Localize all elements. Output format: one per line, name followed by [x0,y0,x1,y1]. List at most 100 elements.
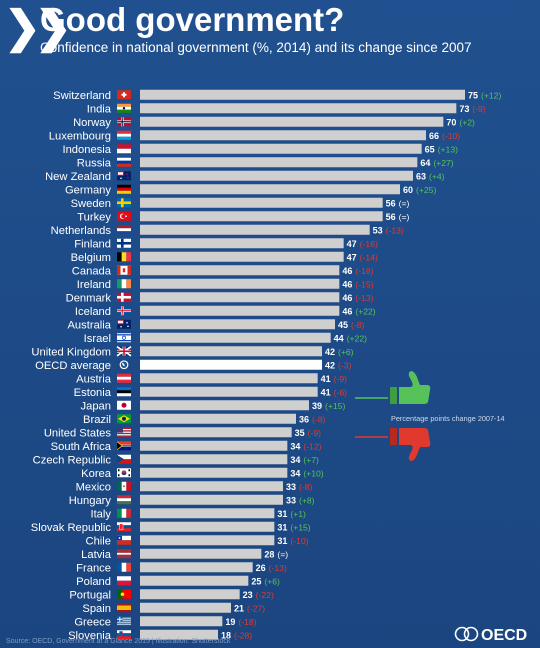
header: ❯❯ Good government? Confidence in nation… [0,0,540,62]
bar [140,278,340,289]
value-label: 47 [347,252,357,262]
bar [140,332,331,343]
category-label: OECD average [35,360,111,372]
bar [140,589,240,600]
value-label: 63 [416,171,426,181]
flag-slovenia-icon [117,630,131,640]
value-label: 19 [225,617,235,627]
chart-row: Czech Republic 34 (+7) [33,454,319,466]
thumbs-down-icon [390,428,431,461]
value-label: 33 [286,495,296,505]
flag-turkey-icon [117,211,131,221]
value-label: 46 [342,279,352,289]
bar [140,103,457,114]
value-label: 44 [334,333,344,343]
value-label: 53 [373,225,383,235]
flag-indonesia-icon [117,144,131,154]
category-label: Italy [90,508,111,520]
bar [140,116,444,127]
bar [140,373,318,384]
category-label: Finland [74,238,111,250]
bar [140,211,383,222]
chart-row: Chile 31 (-10) [86,535,309,547]
change-label: (-16) [355,266,373,276]
value-label: 31 [277,509,287,519]
category-label: Ireland [77,279,111,291]
change-label: (-9) [334,374,348,384]
bar [140,251,344,262]
chart-row: Iceland 46 (+22) [75,305,376,318]
value-label: 42 [325,347,335,357]
change-label: (+15) [290,522,310,532]
bar [140,265,340,276]
bar [140,454,288,465]
flag-chile-icon [117,535,131,545]
bar [140,494,283,505]
change-label: (=) [399,212,410,222]
flag-luxembourg-icon [117,130,131,140]
change-label: (-14) [360,252,378,262]
flag-south-africa-icon [117,441,131,451]
bar [140,400,309,411]
change-label: (-13) [269,563,287,573]
bar [140,197,383,208]
value-label: 26 [256,563,266,573]
value-label: 31 [277,536,287,546]
change-label: (-16) [360,239,378,249]
flag-denmark-icon [117,292,131,302]
change-label: (-22) [256,590,274,600]
category-label: Russia [77,157,112,169]
chart-row: Israel 44 (+22) [84,332,367,345]
bar [140,386,318,397]
flag-brazil-icon [117,414,131,424]
flag-portugal-icon [117,589,131,599]
chart-row: Belgium 47 (-14) [71,251,378,264]
bar [140,440,288,451]
chart-row: Slovenia 18 (-28) [68,629,252,642]
value-label: 56 [386,212,396,222]
value-label: 64 [420,158,430,168]
value-label: 21 [234,603,244,613]
change-label: (=) [277,549,288,559]
chart-row: Sweden 56 (=) [71,197,410,210]
category-label: Canada [72,265,112,277]
category-label: Czech Republic [33,454,112,466]
change-label: (-10) [290,536,308,546]
chart-row: Canada 46 (-16) [72,265,374,277]
change-label: (-18) [238,617,256,627]
bar [140,616,223,627]
change-label: (-15) [355,279,373,289]
bar [140,575,249,586]
flag-netherlands-icon [117,225,131,235]
flag-germany-icon [117,184,131,194]
bar [140,292,340,303]
value-label: 42 [325,360,335,370]
chart-row: Denmark 46 (-13) [66,292,374,304]
value-label: 35 [295,428,305,438]
flag-united-kingdom-icon [116,345,132,357]
change-legend: Percentage points change 2007-14 [355,371,505,461]
value-label: 56 [386,198,396,208]
bar [140,508,275,519]
change-label: (-10) [442,131,460,141]
flag-czech-republic-icon [117,454,131,464]
bar [140,130,426,141]
flag-hungary-icon [117,495,131,505]
bar [140,535,275,546]
value-label: 65 [425,144,435,154]
chart-row: South Africa 34 (-12) [51,440,322,453]
bar [140,521,275,532]
flag-sweden-icon [117,198,131,208]
category-label: Luxembourg [49,130,111,142]
chart-row: Austria 41 (-9) [76,373,347,385]
change-label: (+6) [264,576,280,586]
chart-row: Germany 60 (+25) [65,184,436,196]
flag-mexico-icon [117,481,131,491]
category-label: Norway [73,117,111,129]
value-label: 34 [290,468,300,478]
value-label: 66 [429,131,439,141]
bar [140,224,370,235]
flag-new-zealand-icon [117,171,131,181]
change-label: (+10) [303,468,323,478]
